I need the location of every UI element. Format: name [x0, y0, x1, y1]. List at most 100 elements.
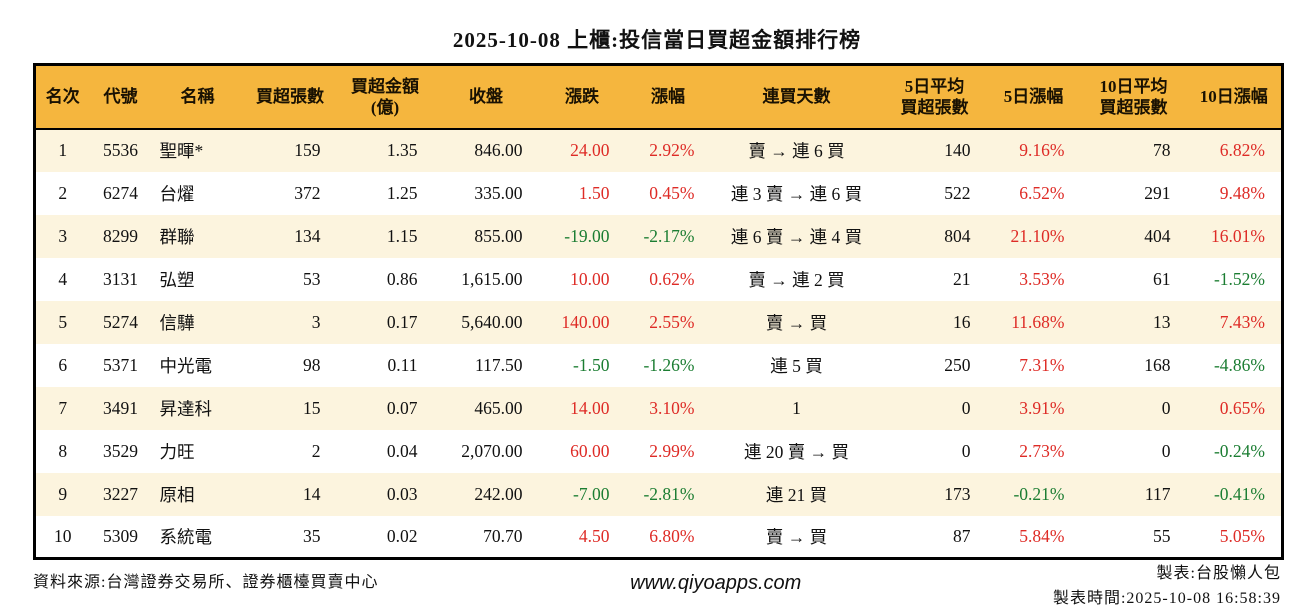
cell-name: 中光電 — [159, 355, 213, 376]
cell-name: 力旺 — [159, 441, 195, 462]
cell-change_pct: 3.10% — [649, 397, 695, 418]
table-row: 6 5371 中光電 98 0.11 117.50 -1.50 -1.26% 連 5 買 250 7… — [34, 343, 1283, 387]
generated-time: 製表時間:2025-10-08 16:58:39 — [1052, 589, 1281, 607]
cell-rank: 9 — [58, 483, 68, 504]
cell-d10_avg_lots: 55 — [1153, 525, 1171, 546]
cell-net_buy_amount: 1.35 — [386, 140, 418, 160]
table-row: 3 8299 群聯 134 1.15 855.00 -19.00 -2.17% 連 6 賣 → … — [34, 214, 1283, 258]
cell-name: 信驊 — [159, 312, 195, 333]
cell-d5_avg_lots: 0 — [961, 397, 971, 418]
cell-code: 5371 — [103, 354, 138, 375]
cell-name: 系統電 — [159, 526, 213, 547]
cell-change: -7.00 — [573, 483, 610, 504]
cell-d10_pct: 6.82% — [1219, 140, 1265, 160]
cell-d10_pct: 7.43% — [1219, 311, 1265, 332]
cell-code: 5274 — [103, 311, 138, 332]
cell-rank: 8 — [58, 440, 68, 461]
cell-streak: 連 3 賣 → 連 6 買 — [730, 183, 863, 204]
cell-close: 465.00 — [474, 397, 523, 418]
table-row: 5 5274 信驊 3 0.17 5,640.00 140.00 2.55% 賣 → 買 16 11… — [34, 300, 1283, 344]
cell-d5_pct: 3.91% — [1019, 397, 1065, 418]
col-header-net_buy_lots: 買超張數 — [243, 64, 337, 130]
cell-rank: 10 — [54, 525, 72, 546]
cell-d5_pct: 7.31% — [1019, 354, 1065, 375]
cell-d5_avg_lots: 87 — [953, 525, 971, 546]
cell-net_buy_lots: 98 — [303, 354, 321, 375]
col-header-d5_pct: 5日漲幅 — [986, 64, 1081, 130]
cell-net_buy_amount: 0.11 — [387, 354, 418, 375]
cell-close: 242.00 — [474, 483, 523, 504]
col-header-code: 代號 — [89, 64, 152, 130]
cell-net_buy_lots: 14 — [303, 483, 321, 504]
cell-d5_avg_lots: 522 — [944, 182, 971, 203]
cell-change: 140.00 — [561, 311, 610, 332]
cell-d10_avg_lots: 0 — [1161, 440, 1171, 461]
cell-d5_avg_lots: 16 — [953, 311, 971, 332]
cell-change_pct: -2.17% — [643, 225, 695, 246]
cell-net_buy_lots: 3 — [311, 311, 321, 332]
col-header-streak: 連買天數 — [710, 64, 883, 130]
cell-rank: 6 — [58, 354, 68, 375]
footer: 資料來源:台灣證券交易所、證券櫃檯買賣中心 www.qiyoapps.com 製… — [33, 560, 1281, 612]
cell-rank: 3 — [58, 225, 68, 246]
cell-d10_avg_lots: 291 — [1144, 182, 1171, 203]
cell-name: 群聯 — [159, 226, 195, 247]
cell-d10_pct: -4.86% — [1213, 354, 1265, 375]
cell-d5_pct: 21.10% — [1010, 225, 1065, 246]
cell-code: 5536 — [103, 140, 138, 160]
cell-code: 5309 — [103, 525, 138, 546]
cell-close: 335.00 — [474, 182, 523, 203]
cell-rank: 4 — [58, 268, 68, 289]
cell-code: 3529 — [103, 440, 138, 461]
cell-rank: 5 — [58, 311, 68, 332]
cell-name: 弘塑 — [159, 269, 195, 290]
cell-close: 846.00 — [474, 140, 523, 160]
col-header-d5_avg_lots: 5日平均 買超張數 — [882, 64, 987, 130]
cell-d5_pct: -0.21% — [1013, 483, 1065, 504]
table-header: 名次 代號 名稱 買超張數 買超金額 (億) 收盤 漲跌 漲幅 連買天數 5日平均 買超張數 5日漲… — [34, 64, 1283, 130]
cell-d5_pct: 3.53% — [1019, 268, 1065, 289]
table-header-row: 名次 代號 名稱 買超張數 買超金額 (億) 收盤 漲跌 漲幅 連買天數 5日平均 買超張數 5日漲… — [34, 64, 1283, 130]
cell-d10_pct: -1.52% — [1213, 268, 1265, 289]
cell-d5_avg_lots: 0 — [961, 440, 971, 461]
cell-change_pct: 0.45% — [649, 182, 695, 203]
cell-name: 聖暉* — [159, 141, 204, 161]
cell-net_buy_lots: 134 — [294, 225, 321, 246]
cell-d5_avg_lots: 250 — [944, 354, 971, 375]
cell-close: 2,070.00 — [461, 440, 523, 461]
col-header-close: 收盤 — [433, 64, 539, 130]
cell-change_pct: 2.55% — [649, 311, 695, 332]
cell-d10_avg_lots: 168 — [1144, 354, 1171, 375]
cell-rank: 1 — [58, 140, 68, 160]
cell-net_buy_amount: 0.86 — [386, 268, 418, 289]
cell-net_buy_lots: 35 — [303, 525, 321, 546]
col-header-change_pct: 漲幅 — [625, 64, 711, 130]
cell-streak: 連 21 買 — [765, 484, 828, 505]
cell-streak: 賣 → 連 6 買 — [748, 141, 845, 161]
col-header-d10_avg_lots: 10日平均 買超張數 — [1080, 64, 1187, 130]
cell-net_buy_amount: 1.25 — [386, 182, 418, 203]
cell-name: 昇達科 — [159, 398, 213, 419]
cell-change: 4.50 — [578, 525, 610, 546]
data-source-note: 資料來源:台灣證券交易所、證券櫃檯買賣中心 — [33, 574, 379, 591]
cell-change: -19.00 — [564, 225, 610, 246]
cell-net_buy_amount: 1.15 — [386, 225, 418, 246]
cell-d10_pct: -0.41% — [1213, 483, 1265, 504]
cell-close: 117.50 — [475, 354, 523, 375]
cell-change: 60.00 — [570, 440, 610, 461]
cell-d10_pct: 16.01% — [1211, 225, 1265, 246]
cell-code: 8299 — [103, 225, 138, 246]
col-header-d10_pct: 10日漲幅 — [1186, 64, 1283, 130]
table-row: 2 6274 台燿 372 1.25 335.00 1.50 0.45% 連 3 賣 → 連 6… — [34, 171, 1283, 215]
cell-net_buy_lots: 2 — [311, 440, 321, 461]
table-row: 8 3529 力旺 2 0.04 2,070.00 60.00 2.99% 連 20 賣 → 買… — [34, 429, 1283, 473]
cell-streak: 賣 → 買 — [765, 312, 828, 333]
table-row: 7 3491 昇達科 15 0.07 465.00 14.00 3.10% 1 0 3.91% 0 0.… — [34, 386, 1283, 430]
cell-code: 6274 — [103, 182, 138, 203]
table-row: 4 3131 弘塑 53 0.86 1,615.00 10.00 0.62% 賣 → 連 2 買… — [34, 257, 1283, 301]
cell-streak: 連 5 買 — [770, 355, 823, 376]
cell-net_buy_lots: 53 — [303, 268, 321, 289]
cell-change: -1.50 — [573, 354, 610, 375]
cell-d5_avg_lots: 21 — [953, 268, 971, 289]
